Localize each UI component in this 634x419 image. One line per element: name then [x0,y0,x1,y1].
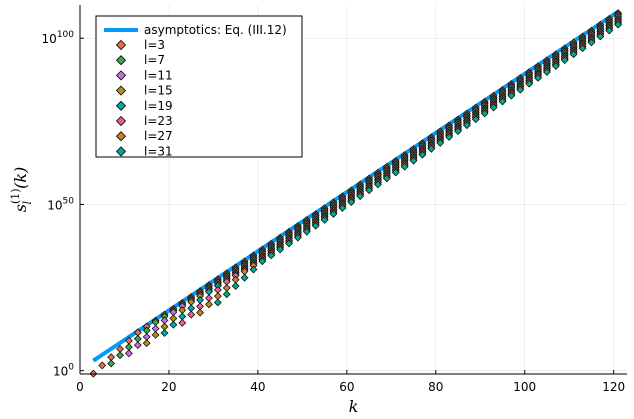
x-tick-label: 100 [513,380,536,394]
x-tick-label: 0 [76,380,84,394]
y-tick-label: 100 [53,363,74,379]
data-point-l-31 [356,192,365,201]
axes [79,5,627,375]
data-point-l-31 [605,26,614,35]
legend-label: l=23 [144,114,173,128]
data-point-l-31 [347,198,356,206]
data-point-l-31 [569,50,578,59]
data-point-l-23 [178,318,187,327]
data-point-l-31 [534,73,542,82]
legend-marker-swatch [115,39,127,51]
x-tick-label: 40 [250,380,265,394]
legend-label: l=19 [144,99,173,113]
data-point-l-31 [285,239,293,248]
data-point-l-31 [382,174,391,183]
data-point-l-31 [471,115,480,124]
legend-label: l=27 [144,129,173,143]
data-point-l-27 [196,308,204,317]
data-point-l-31 [320,215,329,224]
data-point-l-31 [578,44,587,53]
legend-label: l=7 [144,53,165,67]
data-point-l-11 [133,341,142,349]
x-tick-label: 60 [339,380,354,394]
data-point-l-31 [543,68,551,76]
ticks: 0 20 40 60 80 100 120 100 1050 10100 [42,30,626,394]
legend-label: l=15 [144,84,173,98]
legend: asymptotics: Eq. (III.12)l=3l=7l=11l=15l… [95,15,303,158]
y-axis-title-text: s(1)l(k) [9,167,34,213]
data-point-l-31 [489,103,498,112]
x-tick-label: 120 [602,380,625,394]
data-point-l-31 [391,168,400,177]
data-point-l-31 [418,150,427,159]
data-point-l-31 [294,233,302,242]
data-point-l-31 [240,273,249,282]
data-point-l-31 [498,97,507,106]
legend-label: l=11 [144,68,173,82]
data-point-l-31 [329,210,338,218]
data-point-l-31 [258,257,267,266]
data-point-l-31 [213,298,222,307]
data-point-l-31 [507,91,516,100]
legend-marker-swatch [115,115,127,127]
data-point-l-31 [276,245,285,254]
data-point-l-31 [436,139,445,147]
data-point-l-3 [98,361,107,370]
data-point-l-11 [125,349,133,358]
data-point-l-31 [365,186,373,195]
data-point-l-15 [142,339,151,348]
legend-box [95,15,303,158]
x-axis-title: k [349,397,359,416]
data-point-l-31 [267,251,276,260]
data-point-l-31 [516,85,525,94]
data-point-l-31 [551,62,560,70]
data-point-l-31 [409,156,418,165]
data-point-l-31 [525,79,534,88]
data-point-l-31 [338,204,347,212]
x-tick-label: 20 [161,380,176,394]
x-tick-label: 80 [428,380,443,394]
data-point-l-31 [614,20,623,29]
data-point-l-31 [445,133,454,141]
legend-marker-swatch [115,131,127,142]
marker-series-group [89,9,623,378]
data-point-l-19 [160,329,169,337]
data-point-l-31 [480,109,489,118]
legend-label: asymptotics: Eq. (III.12) [144,23,287,37]
legend-label: l=31 [144,144,173,158]
data-point-l-27 [205,300,213,309]
data-point-l-31 [302,227,311,236]
data-point-l-31 [596,32,605,41]
legend-marker-swatch [115,146,127,157]
legend-marker-swatch [115,70,127,81]
data-point-l-19 [169,320,178,329]
data-point-l-31 [231,282,240,290]
data-point-l-31 [222,290,231,299]
legend-marker-swatch [115,85,127,96]
data-point-l-7 [107,359,116,368]
data-point-l-31 [249,265,258,274]
data-point-l-31 [587,38,596,47]
data-point-l-31 [454,127,462,135]
legend-marker-swatch [115,55,127,66]
data-point-l-31 [400,162,409,171]
y-axis-title: s(1)l(k) [9,167,34,213]
data-point-l-7 [116,351,124,360]
data-point-l-31 [427,144,436,153]
data-point-l-23 [187,310,196,319]
y-tick-label: 1050 [47,196,74,212]
data-point-l-15 [151,331,160,339]
data-point-l-31 [374,180,382,189]
data-point-l-31 [560,56,569,65]
legend-label: l=3 [144,38,165,52]
data-point-l-31 [311,221,320,230]
data-point-l-31 [463,121,471,130]
legend-marker-swatch [115,100,127,111]
y-tick-label: 10100 [42,30,75,46]
